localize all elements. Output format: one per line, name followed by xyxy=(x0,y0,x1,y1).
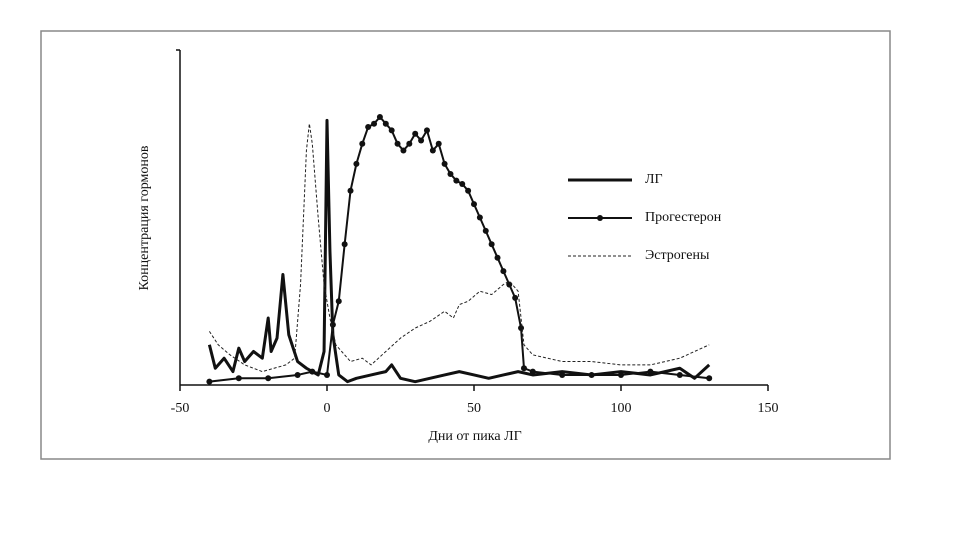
series-line xyxy=(207,118,711,384)
series-marker xyxy=(465,187,472,194)
series-marker xyxy=(418,137,425,144)
x-tick-label: 150 xyxy=(758,401,779,416)
series-marker xyxy=(235,375,242,382)
series-marker xyxy=(400,147,407,154)
series-marker xyxy=(459,181,466,187)
series-marker xyxy=(500,268,507,275)
series-marker xyxy=(588,371,595,378)
frame xyxy=(40,30,891,460)
series-marker xyxy=(429,147,436,154)
series-marker xyxy=(388,127,395,134)
legend-marker xyxy=(597,215,603,221)
series-line xyxy=(209,116,710,383)
series-marker xyxy=(447,170,454,177)
series-marker xyxy=(488,241,495,248)
series-marker xyxy=(453,177,460,184)
series-marker xyxy=(441,160,448,167)
series-marker xyxy=(471,201,477,208)
series-marker xyxy=(412,130,419,137)
series-marker xyxy=(406,140,413,147)
series-marker xyxy=(512,294,519,301)
series-marker xyxy=(482,227,489,234)
series-marker xyxy=(347,187,354,194)
series-marker xyxy=(518,325,525,332)
series-marker xyxy=(559,371,566,378)
series-marker xyxy=(341,241,348,248)
series-marker xyxy=(529,368,536,375)
series-marker xyxy=(371,120,378,127)
series-marker xyxy=(309,368,316,375)
series-marker xyxy=(365,124,372,131)
x-tick-label: 50 xyxy=(467,401,481,416)
x-tick-label: 0 xyxy=(324,401,331,416)
series-marker xyxy=(294,371,301,378)
series-marker xyxy=(423,127,430,134)
legend-label: ЛГ xyxy=(645,172,663,187)
series-marker xyxy=(706,375,713,382)
series-marker xyxy=(435,140,442,147)
series-marker xyxy=(324,371,330,378)
legend-label: Прогестерон xyxy=(645,210,722,225)
series-line xyxy=(208,123,710,373)
x-axis-label: Дни от пика ЛГ xyxy=(428,429,521,444)
legend-label: Эстрогены xyxy=(645,248,710,263)
series-marker xyxy=(376,114,383,120)
series-marker xyxy=(353,160,360,167)
series-marker xyxy=(647,368,654,375)
series-marker xyxy=(265,375,272,382)
series-marker xyxy=(520,365,527,372)
series-marker xyxy=(382,120,389,127)
series-marker xyxy=(329,321,336,328)
series-marker xyxy=(206,378,213,385)
series-marker xyxy=(335,298,342,305)
series-marker xyxy=(476,214,483,221)
series-marker xyxy=(676,371,683,378)
x-tick-label: 100 xyxy=(611,401,632,416)
y-axis-label: Концентрация гормонов xyxy=(137,145,152,290)
series-marker xyxy=(359,140,366,147)
series-marker xyxy=(618,371,624,378)
series-marker xyxy=(394,140,401,147)
x-tick-label: -50 xyxy=(171,401,190,416)
series-marker xyxy=(494,254,501,261)
